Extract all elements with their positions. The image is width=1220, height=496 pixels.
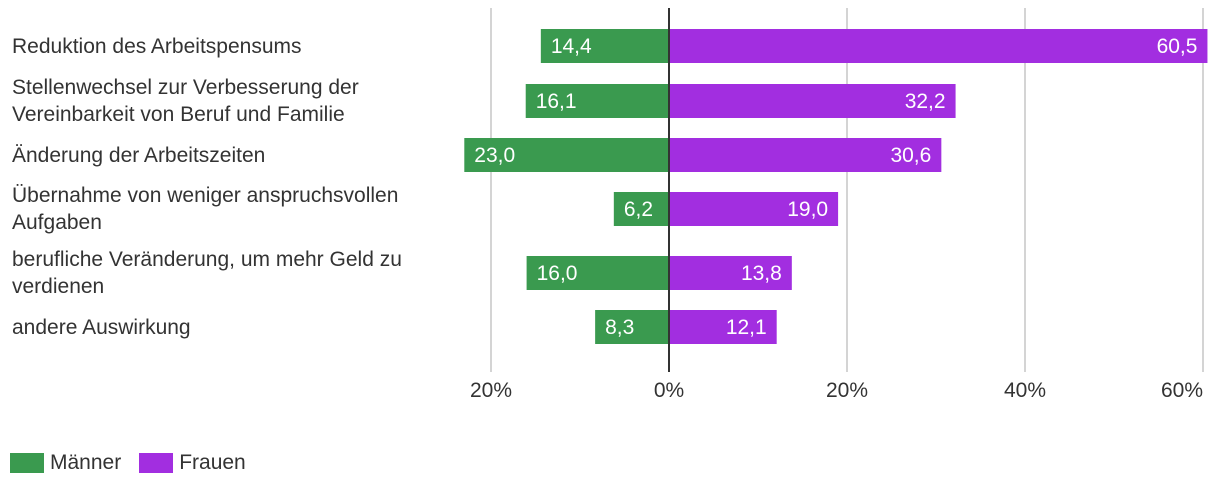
legend-label-men: Männer <box>50 451 122 474</box>
tick-label-3: 40% <box>1004 379 1046 402</box>
bar-women-5 <box>669 310 777 344</box>
legend-swatch-men <box>10 453 44 473</box>
category-label-1: Stellenwechsel zur Verbesserung der Vere… <box>12 76 359 126</box>
legend-item-women: Frauen <box>139 451 246 475</box>
value-label-women-3: 19,0 <box>787 198 828 221</box>
legend-label-women: Frauen <box>179 451 246 474</box>
value-label-men-3: 6,2 <box>624 198 653 221</box>
tick-label-4: 60% <box>1161 379 1203 402</box>
bar-men-0 <box>540 29 669 63</box>
value-label-men-2: 23,0 <box>474 144 515 167</box>
bar-men-4 <box>526 256 669 290</box>
category-label-3: Übernahme von weniger anspruchsvollen Au… <box>12 184 399 234</box>
bar-women-2 <box>669 138 942 172</box>
bar-women-4 <box>669 256 792 290</box>
bar-women-3 <box>669 192 839 226</box>
category-label-4: berufliche Veränderung, um mehr Geld zu … <box>12 248 402 298</box>
value-label-men-1: 16,1 <box>536 90 577 113</box>
category-label-0: Reduktion des Arbeitspensums <box>12 34 302 58</box>
tick-label-0: 20% <box>470 379 512 402</box>
category-label-2: Änderung der Arbeitszeiten <box>12 143 266 167</box>
legend-item-men: Männer <box>10 451 121 475</box>
value-label-men-0: 14,4 <box>551 35 592 58</box>
value-label-women-2: 30,6 <box>890 144 931 167</box>
tick-label-2: 20% <box>826 379 868 402</box>
value-label-women-0: 60,5 <box>1157 35 1198 58</box>
bar-men-1 <box>525 84 669 118</box>
value-label-men-5: 8,3 <box>605 316 634 339</box>
value-label-women-1: 32,2 <box>905 90 946 113</box>
category-label-5: andere Auswirkung <box>12 315 191 339</box>
legend-swatch-women <box>139 453 174 473</box>
bar-men-5 <box>595 310 669 344</box>
value-label-women-4: 13,8 <box>741 262 782 285</box>
value-label-women-5: 12,1 <box>726 316 767 339</box>
tick-label-1: 0% <box>654 379 684 402</box>
bar-men-3 <box>613 192 669 226</box>
bar-women-0 <box>669 29 1208 63</box>
bar-women-1 <box>669 84 956 118</box>
legend: Männer Frauen <box>10 450 264 476</box>
bar-men-2 <box>464 138 669 172</box>
value-label-men-4: 16,0 <box>537 262 578 285</box>
